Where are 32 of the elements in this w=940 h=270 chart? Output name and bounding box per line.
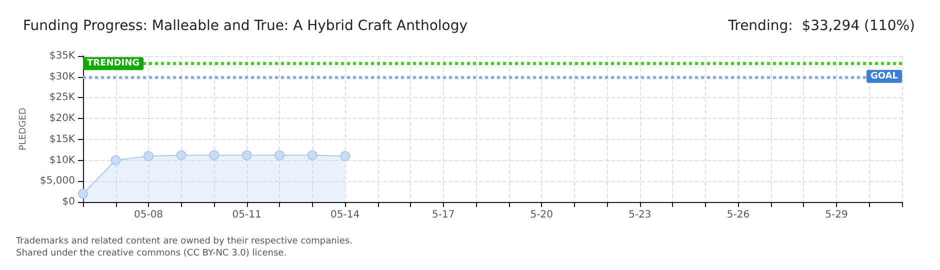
y-tick-label: $0 xyxy=(62,196,75,208)
y-tick-label: $20K xyxy=(49,113,76,124)
x-tick-label: 5-23 xyxy=(628,210,652,220)
text: Trademarks and related content are owned by their respective companies. xyxy=(15,236,352,246)
x-tick-label: 05-11 xyxy=(232,210,262,220)
chart-title: Funding Progress: Malleable and True: A Hybrid Craft Anthology xyxy=(23,18,468,34)
x-tick-label: 5-17 xyxy=(432,210,455,220)
text: Shared under the creative commons (CC BY-NC 3.0) license. xyxy=(16,248,287,258)
x-tick-label: 05-14 xyxy=(330,210,360,220)
x-tick-label: 5-20 xyxy=(530,210,553,220)
y-tick-label: $15K xyxy=(49,134,76,145)
point xyxy=(78,188,88,199)
point xyxy=(340,151,350,162)
chart-subtitle: Trending: $33,294 (110%) xyxy=(727,18,915,34)
x-tick-label: 5-26 xyxy=(726,210,750,220)
point xyxy=(176,150,186,160)
y-tick-label: $30K xyxy=(49,71,76,82)
y-tick-label: $35K xyxy=(49,50,76,62)
y-tick-label: $10K xyxy=(49,154,76,166)
point xyxy=(209,150,220,160)
x-tick-label: 05-08 xyxy=(134,210,164,220)
point xyxy=(144,151,154,162)
ref-line-label: GOAL xyxy=(870,71,898,82)
point xyxy=(110,155,121,166)
y-tick-label: $5,000 xyxy=(40,176,75,187)
y-axis-title: PLEDGED xyxy=(18,108,28,150)
ref-line-label: TRENDING xyxy=(87,58,140,69)
point xyxy=(307,150,318,160)
x-tick-label: 5-29 xyxy=(825,210,848,220)
y-tick-label: $25K xyxy=(49,92,76,104)
point xyxy=(274,150,285,160)
point xyxy=(242,150,252,160)
